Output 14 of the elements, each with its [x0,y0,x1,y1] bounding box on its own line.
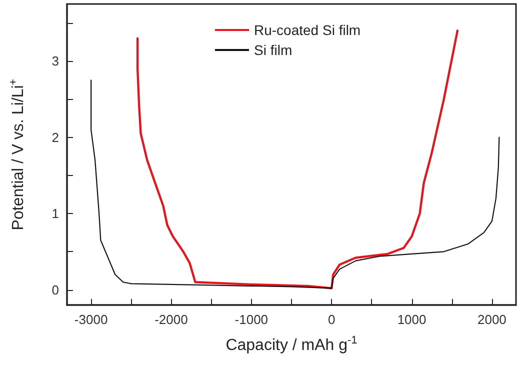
x-tick-label: -2000 [154,312,188,327]
x-tick-label: 2000 [477,312,506,327]
legend-label: Si film [254,42,292,58]
legend-label: Ru-coated Si film [254,22,361,38]
y-tick-label: 1 [52,206,59,222]
line-series [90,80,500,289]
x-tick-label: -1000 [234,312,268,327]
x-tick-label: 0 [328,312,336,327]
x-tick-label: 1000 [397,312,426,327]
x-tick-label: -3000 [74,312,108,327]
y-axis-title: Potential / V vs. Li/Li+ [8,78,27,230]
y-tick-label: 2 [52,130,59,145]
y-tick-label: 3 [52,54,59,69]
y-tick-label: 0 [52,282,59,298]
